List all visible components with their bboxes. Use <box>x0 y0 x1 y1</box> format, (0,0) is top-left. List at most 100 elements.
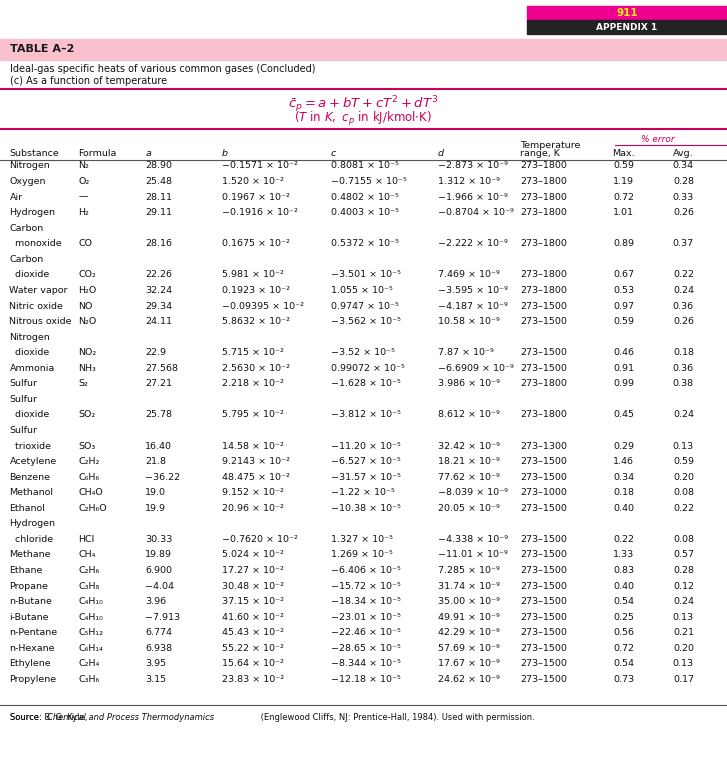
Text: 1.520 × 10⁻²: 1.520 × 10⁻² <box>222 177 284 186</box>
Text: HCl: HCl <box>79 535 95 544</box>
Text: 19.9: 19.9 <box>145 504 166 512</box>
Text: 48.475 × 10⁻²: 48.475 × 10⁻² <box>222 472 289 481</box>
Text: 273–1500: 273–1500 <box>520 597 566 606</box>
Text: −3.501 × 10⁻⁵: −3.501 × 10⁻⁵ <box>331 270 401 279</box>
Text: C₂H₄: C₂H₄ <box>79 659 100 668</box>
Text: SO₂: SO₂ <box>79 410 96 419</box>
Text: 0.26: 0.26 <box>673 208 694 217</box>
Text: −11.01 × 10⁻⁹: −11.01 × 10⁻⁹ <box>438 550 507 559</box>
Text: 5.8632 × 10⁻²: 5.8632 × 10⁻² <box>222 317 290 326</box>
Text: 911: 911 <box>616 8 638 18</box>
Text: −1.966 × 10⁻⁹: −1.966 × 10⁻⁹ <box>438 192 507 201</box>
Text: 24.11: 24.11 <box>145 317 172 326</box>
Text: 30.48 × 10⁻²: 30.48 × 10⁻² <box>222 581 284 590</box>
Text: 273–1800: 273–1800 <box>520 177 566 186</box>
Text: 0.38: 0.38 <box>672 379 694 388</box>
Text: 31.74 × 10⁻⁹: 31.74 × 10⁻⁹ <box>438 581 499 590</box>
Text: 273–1300: 273–1300 <box>520 441 567 450</box>
Text: −7.913: −7.913 <box>145 612 180 621</box>
Text: 0.54: 0.54 <box>614 659 634 668</box>
Text: 18.21 × 10⁻⁹: 18.21 × 10⁻⁹ <box>438 457 499 466</box>
Text: b: b <box>222 149 228 158</box>
Text: 0.72: 0.72 <box>614 192 634 201</box>
Text: 273–1500: 273–1500 <box>520 566 566 575</box>
Text: 1.055 × 10⁻⁵: 1.055 × 10⁻⁵ <box>331 286 393 295</box>
Text: 273–1500: 273–1500 <box>520 472 566 481</box>
Text: Propylene: Propylene <box>9 675 57 684</box>
Text: Carbon: Carbon <box>9 224 44 232</box>
Text: Formula: Formula <box>79 149 117 158</box>
Text: 273–1500: 273–1500 <box>520 504 566 512</box>
Text: 0.1967 × 10⁻²: 0.1967 × 10⁻² <box>222 192 289 201</box>
Text: −1.22 × 10⁻⁵: −1.22 × 10⁻⁵ <box>331 488 395 497</box>
Text: 273–1500: 273–1500 <box>520 301 566 310</box>
Text: 273–1800: 273–1800 <box>520 286 566 295</box>
Text: Ammonia: Ammonia <box>9 364 55 372</box>
Text: 0.08: 0.08 <box>673 488 694 497</box>
Text: 30.33: 30.33 <box>145 535 173 544</box>
Text: % error: % error <box>641 135 675 144</box>
Text: 273–1500: 273–1500 <box>520 457 566 466</box>
Text: 0.36: 0.36 <box>672 301 694 310</box>
Text: 0.9747 × 10⁻⁵: 0.9747 × 10⁻⁵ <box>331 301 398 310</box>
Text: −0.7620 × 10⁻²: −0.7620 × 10⁻² <box>222 535 297 544</box>
Text: 273–1500: 273–1500 <box>520 659 566 668</box>
Text: 16.40: 16.40 <box>145 441 172 450</box>
Text: 273–1800: 273–1800 <box>520 239 566 248</box>
Text: 15.64 × 10⁻²: 15.64 × 10⁻² <box>222 659 284 668</box>
Text: $(T\ \mathrm{in}\ K,\ c_p\ \mathrm{in}\ \mathrm{kJ/kmol{\cdot}K})$: $(T\ \mathrm{in}\ K,\ c_p\ \mathrm{in}\ … <box>294 110 433 128</box>
Text: 0.67: 0.67 <box>614 270 634 279</box>
Text: −6.406 × 10⁻⁵: −6.406 × 10⁻⁵ <box>331 566 401 575</box>
Bar <box>0 39 727 60</box>
Text: −22.46 × 10⁻⁵: −22.46 × 10⁻⁵ <box>331 628 401 637</box>
Text: 273–1800: 273–1800 <box>520 270 566 279</box>
Text: −18.34 × 10⁻⁵: −18.34 × 10⁻⁵ <box>331 597 401 606</box>
Text: 0.20: 0.20 <box>673 472 694 481</box>
Text: CO: CO <box>79 239 92 248</box>
Text: NO: NO <box>79 301 93 310</box>
Text: C₄H₁₀: C₄H₁₀ <box>79 597 103 606</box>
Text: Hydrogen: Hydrogen <box>9 519 55 528</box>
Text: 3.986 × 10⁻⁹: 3.986 × 10⁻⁹ <box>438 379 499 388</box>
Text: −3.595 × 10⁻⁹: −3.595 × 10⁻⁹ <box>438 286 507 295</box>
Text: 22.9: 22.9 <box>145 348 166 357</box>
Text: Acetylene: Acetylene <box>9 457 57 466</box>
Text: Ethylene: Ethylene <box>9 659 51 668</box>
Text: 0.18: 0.18 <box>673 348 694 357</box>
Text: Avg.: Avg. <box>673 149 694 158</box>
Bar <box>527 6 727 20</box>
Text: 28.16: 28.16 <box>145 239 172 248</box>
Text: 0.72: 0.72 <box>614 643 634 653</box>
Text: N₂O: N₂O <box>79 317 97 326</box>
Text: 0.53: 0.53 <box>613 286 635 295</box>
Text: CH₄: CH₄ <box>79 550 96 559</box>
Text: 273–1500: 273–1500 <box>520 612 566 621</box>
Text: −0.1916 × 10⁻²: −0.1916 × 10⁻² <box>222 208 297 217</box>
Text: 0.37: 0.37 <box>672 239 694 248</box>
Text: 0.59: 0.59 <box>673 457 694 466</box>
Text: −31.57 × 10⁻⁵: −31.57 × 10⁻⁵ <box>331 472 401 481</box>
Text: (c) As a function of temperature: (c) As a function of temperature <box>10 76 167 86</box>
Text: 32.24: 32.24 <box>145 286 172 295</box>
Text: 273–1500: 273–1500 <box>520 550 566 559</box>
Text: 0.12: 0.12 <box>673 581 694 590</box>
Text: −8.039 × 10⁻⁹: −8.039 × 10⁻⁹ <box>438 488 507 497</box>
Text: 273–1500: 273–1500 <box>520 535 566 544</box>
Text: Nitrous oxide: Nitrous oxide <box>9 317 72 326</box>
Text: Air: Air <box>9 192 23 201</box>
Text: 55.22 × 10⁻²: 55.22 × 10⁻² <box>222 643 284 653</box>
Text: CH₄O: CH₄O <box>79 488 103 497</box>
Text: 0.24: 0.24 <box>673 286 694 295</box>
Text: Nitrogen: Nitrogen <box>9 332 50 341</box>
Text: −28.65 × 10⁻⁵: −28.65 × 10⁻⁵ <box>331 643 401 653</box>
Text: 0.08: 0.08 <box>673 535 694 544</box>
Text: 45.43 × 10⁻²: 45.43 × 10⁻² <box>222 628 284 637</box>
Text: 0.89: 0.89 <box>614 239 634 248</box>
Text: 37.15 × 10⁻²: 37.15 × 10⁻² <box>222 597 284 606</box>
Text: 0.73: 0.73 <box>613 675 635 684</box>
Text: 17.27 × 10⁻²: 17.27 × 10⁻² <box>222 566 284 575</box>
Text: n-Pentane: n-Pentane <box>9 628 57 637</box>
Text: 9.2143 × 10⁻²: 9.2143 × 10⁻² <box>222 457 290 466</box>
Text: NO₂: NO₂ <box>79 348 97 357</box>
Text: 0.24: 0.24 <box>673 597 694 606</box>
